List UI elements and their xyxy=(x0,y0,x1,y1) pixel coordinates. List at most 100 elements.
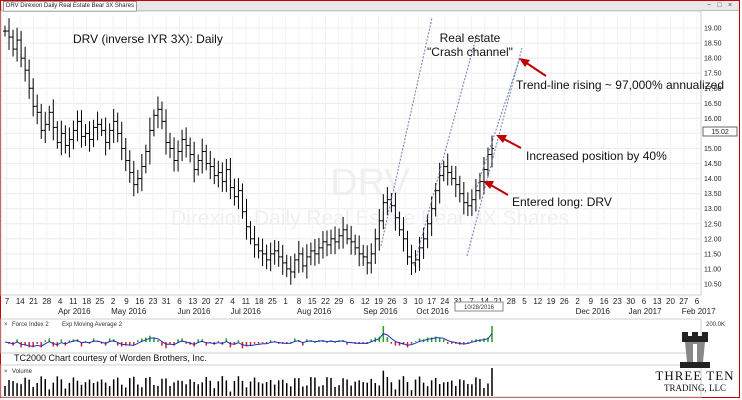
x-tick-label: 3 xyxy=(403,297,408,306)
channel-line-3 xyxy=(466,47,523,257)
watermark-name: Direxion Daily Real Estate Bear 3X Share… xyxy=(171,207,569,230)
price-bar xyxy=(119,121,124,161)
price-bar xyxy=(485,147,490,177)
x-tick-label: 19 xyxy=(547,297,556,306)
price-bar xyxy=(208,150,213,180)
price-bar xyxy=(83,124,88,146)
price-bar xyxy=(43,111,48,144)
y-tick-label: 15.00 xyxy=(704,146,722,153)
volume-panel xyxy=(0,364,702,398)
price-bar xyxy=(3,25,7,37)
date-marker-box xyxy=(454,301,504,312)
x-tick-label: 2 xyxy=(111,297,116,306)
x-tick-label: 9 xyxy=(589,297,594,306)
price-bar xyxy=(59,120,64,156)
price-bar xyxy=(349,225,354,255)
arrow-trend xyxy=(524,61,547,77)
y-tick-label: 14.50 xyxy=(704,161,722,168)
price-bar xyxy=(147,117,152,165)
price-bar xyxy=(192,141,197,183)
x-tick-label: 12 xyxy=(361,297,370,306)
price-bar xyxy=(87,121,92,152)
x-tick-label: 12 xyxy=(533,297,542,306)
price-bar xyxy=(252,225,257,258)
price-bar xyxy=(51,99,56,141)
price-bar xyxy=(409,244,414,275)
y-tick-label: 16.00 xyxy=(704,116,722,123)
rook-icon xyxy=(680,332,710,368)
x-tick-label: 14 xyxy=(16,297,25,306)
x-tick-label: 18 xyxy=(255,297,264,306)
x-tick-label: 31 xyxy=(162,297,171,306)
price-bar xyxy=(333,226,338,255)
x-tick-label: 20 xyxy=(202,297,211,306)
force-index-close-icon[interactable]: × xyxy=(4,322,8,328)
volume-bars xyxy=(4,368,493,396)
x-tick-label: 25 xyxy=(268,297,277,306)
y-tick-label: 12.00 xyxy=(704,236,722,243)
ema-line xyxy=(4,333,493,347)
force-index-ylabel: 200.0K xyxy=(706,322,725,328)
price-bar xyxy=(176,140,181,172)
y-tick-label: 18.50 xyxy=(704,41,722,48)
price-bar xyxy=(457,175,462,203)
x-tick-label: 23 xyxy=(613,297,622,306)
x-month-label: Jun 2016 xyxy=(178,307,211,316)
price-bar xyxy=(312,238,317,266)
watermark-symbol: DRV xyxy=(330,162,410,204)
price-bar xyxy=(320,231,325,259)
price-bar xyxy=(405,230,410,265)
price-bar xyxy=(369,243,374,274)
x-month-label: Feb 2017 xyxy=(682,307,716,316)
price-bar xyxy=(272,240,277,265)
x-tick-label: 19 xyxy=(374,297,383,306)
x-tick-label: 6 xyxy=(695,297,700,306)
y-tick-label: 18.00 xyxy=(704,56,722,63)
logo-line-1: THREE TEN xyxy=(655,368,735,383)
price-bar xyxy=(345,224,350,245)
credit-text: TC2000 Chart courtesy of Worden Brothers… xyxy=(14,353,207,363)
price-bar xyxy=(35,94,40,125)
price-bar xyxy=(15,27,20,62)
price-bar xyxy=(365,245,370,275)
x-tick-label: 4 xyxy=(58,297,63,306)
y-axis: 19.0018.5018.0017.5017.0016.5016.0015.50… xyxy=(704,26,722,289)
price-bar xyxy=(107,123,112,150)
x-tick-label: 13 xyxy=(188,297,197,306)
price-bar xyxy=(425,214,430,249)
arrow-increase-head xyxy=(496,135,507,143)
price-bar xyxy=(268,242,273,272)
y-tick-label: 10.50 xyxy=(704,281,722,288)
price-bar xyxy=(23,46,28,82)
y-tick-label: 17.50 xyxy=(704,71,722,78)
y-tick-label: 12.50 xyxy=(704,221,722,228)
price-bar xyxy=(353,234,358,256)
close-icon[interactable]: × xyxy=(728,2,733,9)
minimize-icon[interactable]: − xyxy=(707,2,712,9)
x-tick-label: 5 xyxy=(522,297,527,306)
price-bar xyxy=(188,137,193,163)
price-bar xyxy=(196,154,201,176)
price-bar xyxy=(31,78,36,117)
x-tick-label: 20 xyxy=(666,297,675,306)
x-tick-label: 23 xyxy=(149,297,158,306)
price-bar xyxy=(292,253,297,279)
x-tick-label: 11 xyxy=(242,297,251,306)
price-bar xyxy=(329,229,334,255)
price-bar xyxy=(39,103,44,139)
x-month-label: May 2016 xyxy=(111,307,147,316)
channel-line-4 xyxy=(476,57,521,188)
price-bar xyxy=(357,235,362,267)
x-month-label: Aug 2016 xyxy=(297,307,332,316)
price-bar xyxy=(264,244,269,270)
price-bar xyxy=(67,127,72,158)
x-month-label: Oct 2016 xyxy=(416,307,449,316)
volume-close-icon[interactable]: × xyxy=(4,369,8,375)
x-tick-label: 16 xyxy=(600,297,609,306)
x-tick-label: 2 xyxy=(575,297,580,306)
price-bar xyxy=(256,237,261,259)
maximize-icon[interactable]: □ xyxy=(717,2,722,9)
y-tick-label: 16.50 xyxy=(704,101,722,108)
price-bar xyxy=(397,211,402,236)
